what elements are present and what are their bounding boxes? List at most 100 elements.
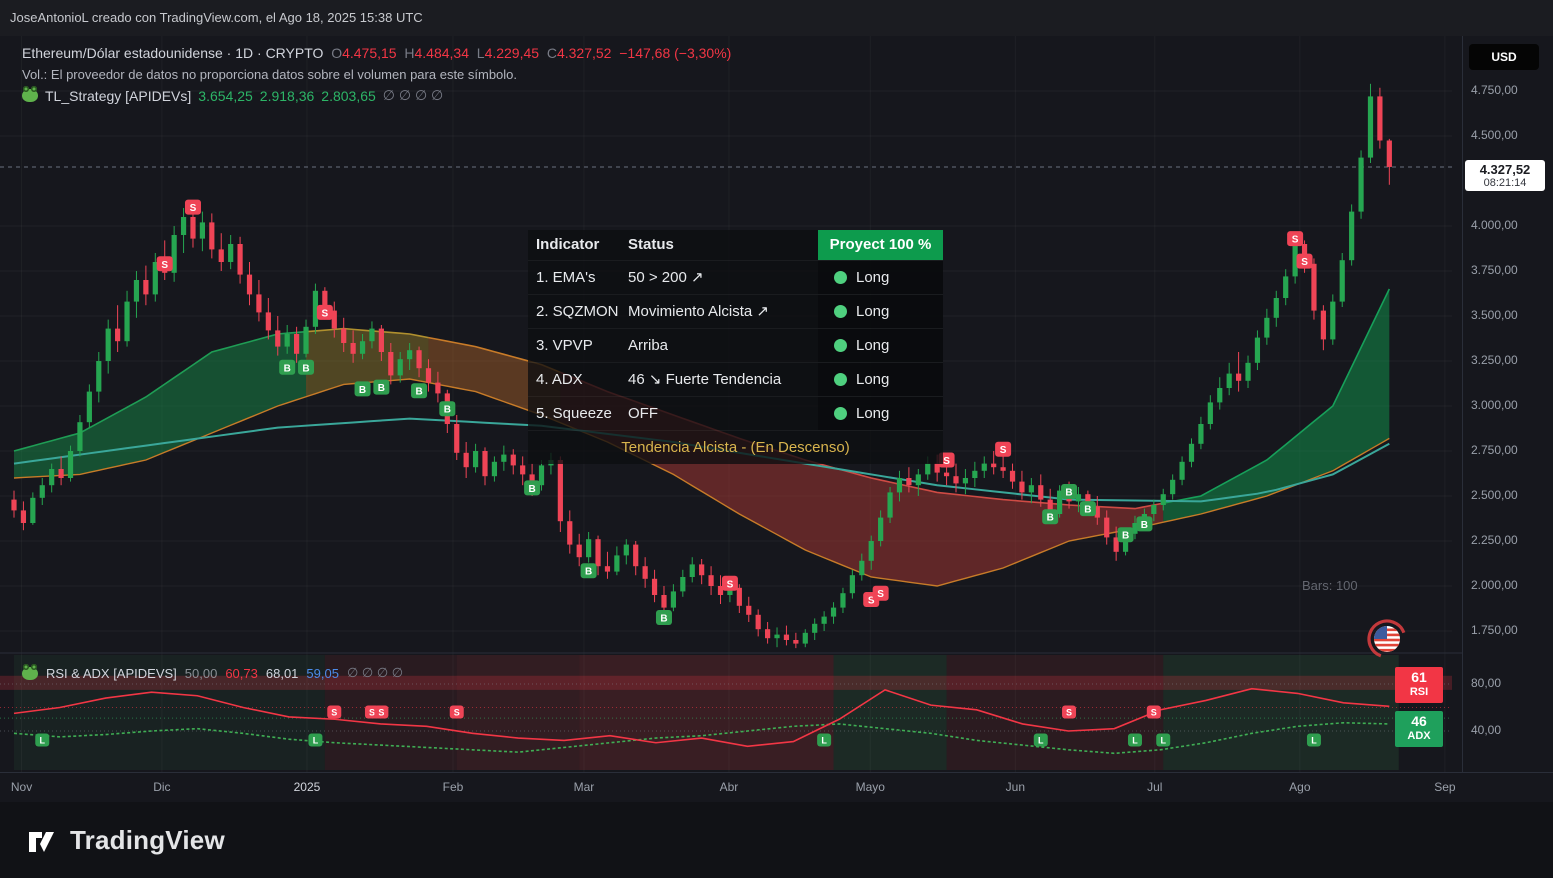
short-signal-badge [1146, 705, 1161, 719]
long-signal-badge [35, 733, 50, 747]
long-signal-badge [1156, 733, 1171, 747]
candle-body [557, 460, 563, 522]
svg-text:L: L [1038, 736, 1044, 746]
candle-body [906, 478, 912, 486]
candle-body [991, 463, 997, 468]
candle-body [520, 465, 526, 475]
sell-signal-badge [184, 199, 201, 215]
candle-body [228, 244, 234, 262]
candle-body [246, 274, 253, 295]
candle-body [925, 463, 931, 475]
svg-text:S: S [727, 579, 734, 590]
table-header-row: Indicator Status Proyect 100 % [528, 230, 943, 260]
candle-body [1122, 533, 1129, 552]
candle-body [1283, 276, 1289, 298]
candle-body [538, 465, 545, 486]
currency-toggle-button[interactable]: USD [1469, 44, 1539, 70]
candle-body [1151, 505, 1157, 514]
svg-text:S: S [1292, 235, 1299, 246]
regime-stripe [946, 655, 1164, 770]
close-label: C [546, 45, 557, 61]
candle-body [143, 280, 149, 295]
long-signal-badge [308, 733, 323, 747]
candle-body [1179, 461, 1185, 480]
candle-body [661, 595, 667, 608]
buy-signal-badge [655, 610, 672, 625]
candle-body [454, 424, 460, 453]
indicator-status-cell: 46 ↘ Fuerte Tendencia [628, 371, 782, 388]
candle-body [1009, 470, 1016, 482]
svg-text:S: S [1066, 708, 1072, 718]
candle-body [11, 499, 17, 511]
svg-text:S: S [1301, 257, 1308, 268]
candle-body [651, 578, 658, 595]
strategy-value-1: 3.654,25 [198, 87, 253, 104]
candle-body [482, 451, 488, 477]
candle-body [887, 492, 893, 518]
rsi-adx-legend: RSI & ADX [APIDEVS] 50,00 60,73 68,01 59… [22, 663, 403, 681]
candle-body [717, 586, 724, 595]
footer-bar: TradingView [0, 802, 1553, 878]
candle-body [407, 350, 413, 360]
candle-body [604, 566, 611, 572]
candle-body [284, 334, 290, 347]
price-tick-label: 2.250,00 [1471, 533, 1518, 547]
signal-label: Long [856, 303, 890, 320]
sell-signal-badge [995, 441, 1012, 457]
buy-signal-badge [439, 401, 456, 417]
price-axis[interactable]: USD 4.750,00 4.500,00 4.000,00 3.750,00 3.50… [1462, 36, 1553, 772]
candle-body [190, 217, 196, 239]
high-value: 4.484,34 [414, 45, 469, 61]
svg-text:B: B [1047, 513, 1054, 524]
indicator-column-header: Indicator [528, 230, 628, 260]
time-axis-label: 2025 [293, 780, 321, 794]
candle-body [86, 391, 92, 423]
candle-body [1320, 310, 1326, 340]
adx-badge-label: ADX [1407, 730, 1431, 742]
candle-body [1113, 537, 1119, 552]
candle-body [1367, 96, 1374, 158]
time-axis-label: Mar [573, 780, 595, 794]
candle-body [1094, 506, 1100, 518]
adx-line [13, 721, 1390, 755]
sell-signal-badge [156, 256, 173, 272]
candle-body [237, 244, 243, 275]
regime-stripe [833, 655, 947, 770]
candle-body [802, 632, 808, 644]
indicator-signal-cell: Long [818, 329, 943, 362]
ema-ribbon-upper-edge [305, 327, 429, 339]
candle-body [1047, 499, 1053, 514]
svg-text:B: B [585, 567, 592, 578]
time-axis[interactable]: Nov Dic 2025 Feb Mar Abr Mayo Jun Jul Ago Sep [0, 772, 1553, 803]
short-signal-badge [374, 705, 389, 719]
sell-signal-badge [872, 585, 889, 601]
ema-ribbon-fill [14, 331, 307, 478]
time-axis-label: Feb [442, 780, 464, 794]
candle-body [623, 544, 629, 556]
candle-body [1311, 263, 1317, 311]
candle-body [472, 451, 479, 468]
candle-body [793, 640, 799, 644]
time-axis-label: Jun [1005, 780, 1026, 794]
regime-stripe [1163, 655, 1399, 770]
svg-text:S: S [454, 708, 460, 718]
tradingview-brand-text[interactable]: TradingView [70, 824, 225, 855]
oscillator-tick-label: 80,00 [1471, 676, 1502, 690]
candle-body [1000, 467, 1006, 471]
candle-body [350, 343, 356, 354]
candle-body [633, 544, 639, 567]
candle-body [1349, 211, 1355, 261]
svg-text:L: L [313, 736, 319, 746]
svg-text:S: S [1151, 708, 1157, 718]
candle-body [1358, 157, 1364, 212]
rsi-legend-value-1: 50,00 [184, 665, 218, 681]
flag-icon[interactable] [1366, 618, 1408, 660]
candle-body [491, 461, 498, 477]
candle-body [896, 478, 903, 493]
candle-body [49, 469, 55, 486]
tradingview-logo-icon[interactable] [24, 822, 60, 858]
buy-signal-badge [580, 563, 597, 579]
rsi-legend-value-3: 68,01 [265, 665, 299, 681]
